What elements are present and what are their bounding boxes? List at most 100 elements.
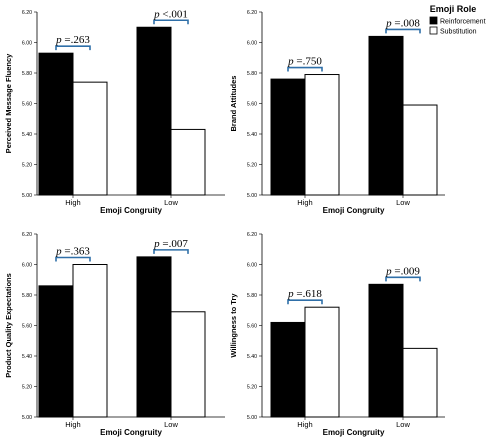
chart-panel-4: 5.00 5.20 5.40 5.60 5.80 6.00 6.20 High p =.618 L…: [229, 232, 445, 437]
x-tick-label: High: [65, 198, 80, 207]
y-tick-label: 5.60: [22, 323, 32, 329]
p-symbol: p: [153, 8, 160, 20]
y-tick-label: 6.20: [22, 232, 32, 238]
bar-reinforcement-low: [368, 35, 404, 196]
y-axis-title: Brand Attitudes: [229, 76, 238, 132]
y-tick-label: 6.20: [247, 232, 257, 238]
y-tick-label: 6.00: [247, 40, 257, 46]
significance-bracket: [153, 19, 189, 25]
y-tick-label: 5.80: [247, 293, 257, 299]
y-tick-label: 5.00: [22, 193, 32, 199]
legend-title: Emoji Role: [430, 4, 477, 14]
x-tick-label: High: [297, 198, 312, 207]
x-axis-title: Emoji Congruity: [100, 206, 162, 215]
x-axis-title: Emoji Congruity: [100, 428, 162, 437]
bar-reinforcement-high: [38, 52, 74, 196]
significance-bracket: [385, 276, 421, 282]
y-axis-title: Product Quality Expectations: [4, 273, 13, 378]
y-tick-label: 5.20: [22, 162, 32, 168]
p-value-annotation: p =.009: [385, 265, 420, 277]
p-value: =.750: [294, 56, 323, 68]
significance-bracket: [385, 28, 421, 34]
x-tick-label: High: [65, 420, 80, 429]
significance-bracket: [287, 299, 323, 305]
y-tick-label: 5.80: [22, 293, 32, 299]
bar-substitution-high: [304, 74, 340, 196]
p-symbol: p: [385, 265, 392, 277]
legend: Emoji Role Reinforcement Substitution: [429, 4, 486, 36]
y-tick-label: 5.00: [22, 415, 32, 421]
significance-bracket: [153, 249, 189, 254]
chart-panel-3: 5.00 5.20 5.40 5.60 5.80 6.00 6.20 High p =.363 L…: [4, 232, 225, 437]
x-tick-label: Low: [396, 198, 410, 207]
bar-reinforcement-low: [136, 26, 172, 196]
p-symbol: p: [55, 246, 62, 258]
bar-reinforcement-low: [136, 256, 172, 418]
significance-bracket: [287, 66, 323, 72]
p-symbol: p: [153, 238, 160, 250]
y-tick-label: 6.20: [247, 10, 257, 16]
chart-panels: 5.00 5.20 5.40 5.60 5.80 6.00 6.20 High p =.263 L…: [4, 8, 445, 437]
p-value-annotation: p <.001: [153, 8, 188, 20]
y-tick-label: 5.20: [247, 384, 257, 390]
p-symbol: p: [55, 34, 62, 46]
p-value: <.001: [160, 8, 188, 20]
p-symbol: p: [385, 17, 392, 29]
p-value: =.008: [392, 17, 421, 29]
y-tick-label: 5.80: [247, 71, 257, 77]
legend-label-reinforcement: Reinforcement: [440, 19, 486, 26]
y-tick-label: 5.60: [22, 101, 32, 107]
bar-reinforcement-high: [270, 78, 306, 196]
y-tick-label: 5.60: [247, 101, 257, 107]
x-tick-label: Low: [164, 198, 178, 207]
chart-panel-2: 5.00 5.20 5.40 5.60 5.80 6.00 6.20 High p =.750 L…: [229, 10, 445, 215]
bar-substitution-low: [170, 128, 206, 196]
y-axis-title: Willingness to Try: [229, 293, 238, 358]
y-axis-title: Perceived Message Fluency: [4, 53, 13, 153]
p-value-annotation: p =.007: [153, 238, 188, 250]
p-value: =.009: [392, 265, 421, 277]
p-value-annotation: p =.263: [55, 34, 90, 46]
x-axis-title: Emoji Congruity: [323, 206, 385, 215]
p-value-annotation: p =.750: [287, 56, 322, 68]
y-tick-label: 5.20: [247, 162, 257, 168]
bar-substitution-low: [402, 104, 438, 196]
p-value: =.363: [62, 246, 91, 258]
y-tick-label: 6.20: [22, 10, 32, 16]
bar-substitution-low: [170, 311, 206, 418]
bar-substitution-high: [72, 264, 108, 418]
bar-substitution-low: [402, 347, 438, 418]
p-symbol: p: [287, 288, 294, 300]
p-value-annotation: p =.008: [385, 17, 420, 29]
p-value-annotation: p =.618: [287, 288, 322, 300]
y-tick-label: 5.00: [247, 415, 257, 421]
bar-reinforcement-high: [270, 321, 306, 418]
legend-swatch-reinforcement: [429, 16, 438, 25]
y-tick-label: 5.20: [22, 384, 32, 390]
y-tick-label: 5.60: [247, 323, 257, 329]
x-tick-label: High: [297, 420, 312, 429]
y-tick-label: 5.40: [247, 354, 257, 360]
legend-swatch-substitution: [429, 26, 438, 35]
significance-bracket: [55, 256, 91, 262]
y-tick-label: 5.40: [247, 132, 257, 138]
significance-bracket: [55, 45, 91, 51]
bar-reinforcement-high: [38, 285, 74, 418]
p-value: =.618: [294, 288, 323, 300]
bar-reinforcement-low: [368, 283, 404, 418]
y-tick-label: 5.40: [22, 354, 32, 360]
x-axis-title: Emoji Congruity: [323, 428, 385, 437]
bar-substitution-high: [72, 81, 108, 196]
p-value: =.007: [160, 238, 189, 250]
y-tick-label: 6.00: [22, 262, 32, 268]
p-symbol: p: [287, 56, 294, 68]
chart-panel-1: 5.00 5.20 5.40 5.60 5.80 6.00 6.20 High p =.263 L…: [4, 8, 225, 215]
x-tick-label: Low: [396, 420, 410, 429]
y-tick-label: 5.40: [22, 132, 32, 138]
y-tick-label: 6.00: [247, 262, 257, 268]
y-tick-label: 5.80: [22, 71, 32, 77]
p-value: =.263: [62, 34, 91, 46]
y-tick-label: 6.00: [22, 40, 32, 46]
bar-substitution-high: [304, 306, 340, 418]
